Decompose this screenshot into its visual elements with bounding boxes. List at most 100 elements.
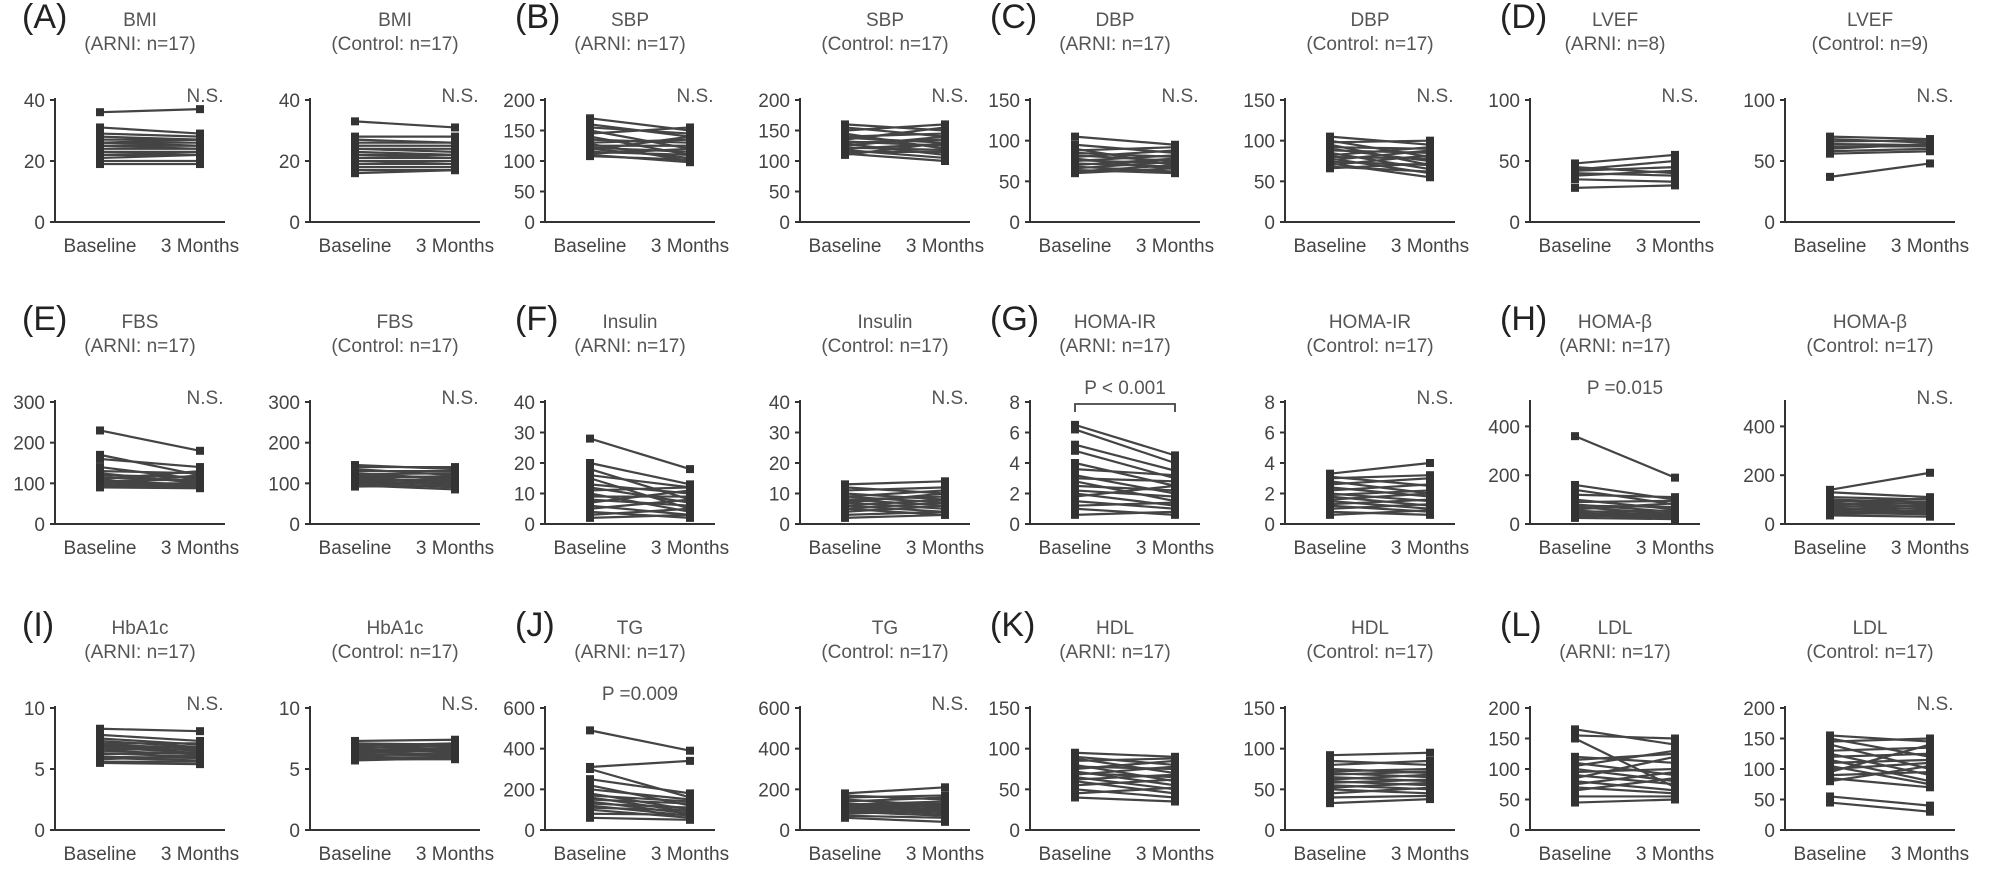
chart-panel-6: DBP (Control: n=17) 0 50 100 150 Baseline 3 Mon… [1243, 10, 1469, 257]
subject-point [1171, 486, 1179, 495]
subject-point [1326, 510, 1334, 519]
subject-point [1671, 780, 1679, 789]
chart-title: HOMA-IR [1074, 312, 1156, 333]
y-tick-label: 200 [268, 434, 300, 455]
subject-point [196, 135, 204, 144]
y-tick-label: 10 [769, 485, 790, 506]
significance-label: N.S. [1917, 694, 1954, 715]
x-tick-label: Baseline [1794, 538, 1867, 559]
chart-title: (ARNI: n=17) [84, 642, 195, 663]
y-tick-label: 200 [503, 91, 535, 112]
chart-title: (ARNI: n=17) [574, 336, 685, 357]
subject-line [844, 513, 946, 519]
chart-panel-10: FBS (Control: n=17) 0 100 200 300 Baseline 3 Mo… [268, 312, 494, 559]
y-tick-label: 100 [503, 152, 535, 173]
subject-point [1926, 508, 1934, 517]
subject-point [196, 727, 204, 736]
subject-point [686, 799, 694, 808]
y-tick-label: 0 [1764, 515, 1775, 536]
subject-point [1171, 471, 1179, 480]
subject-line [1074, 157, 1176, 167]
subject-point [1426, 795, 1434, 804]
chart-title: DBP [1350, 10, 1389, 31]
y-tick-label: 0 [34, 821, 45, 842]
subject-line [354, 752, 456, 757]
subject-line [1829, 502, 1931, 506]
subject-line [844, 141, 946, 156]
subject-line [1329, 483, 1431, 492]
subject-line [1074, 778, 1176, 787]
y-tick-label: 10 [514, 485, 535, 506]
subject-line [1074, 757, 1176, 762]
subject-line [844, 152, 946, 163]
subject-line [589, 489, 691, 504]
subject-point [1426, 146, 1434, 155]
subject-point [1071, 465, 1079, 474]
x-tick-label: 3 Months [906, 844, 984, 865]
subject-line [1074, 773, 1176, 781]
subject-line [354, 478, 456, 486]
subject-line [1829, 162, 1931, 178]
subject-line [354, 738, 456, 743]
subject-point [941, 132, 949, 141]
subject-point [586, 813, 594, 822]
x-tick-label: 3 Months [416, 538, 494, 559]
subject-line [99, 470, 201, 481]
subject-point [1326, 164, 1334, 173]
subject-point [941, 123, 949, 132]
y-tick-label: 300 [268, 393, 300, 414]
subject-line [1574, 513, 1676, 518]
panel-label: (C) [990, 0, 1037, 36]
chart-title: BMI [378, 10, 412, 31]
chart-title: (ARNI: n=17) [1059, 34, 1170, 55]
subject-point [96, 450, 104, 459]
x-tick-label: Baseline [319, 538, 392, 559]
subject-line [1074, 423, 1176, 457]
subject-point [1926, 783, 1934, 792]
y-tick-label: 300 [13, 393, 45, 414]
subject-point [451, 132, 459, 141]
subject-line [1574, 184, 1676, 189]
y-tick-label: 20 [514, 454, 535, 475]
subject-point [1926, 468, 1934, 477]
subject-line [589, 155, 691, 161]
subject-line [589, 759, 691, 769]
x-tick-label: Baseline [1039, 236, 1112, 257]
subject-point [451, 744, 459, 753]
subject-line [844, 132, 946, 138]
y-tick-label: 0 [1264, 515, 1275, 536]
y-tick-label: 30 [769, 424, 790, 445]
chart-panel-12: Insulin (Control: n=17) 0 10 20 30 40 Baseline 3… [769, 312, 984, 559]
x-tick-label: Baseline [1539, 538, 1612, 559]
subject-line [99, 108, 201, 114]
chart-panel-14: HOMA-IR (Control: n=17) 0 2 4 6 8 Baseline 3 Mon… [1264, 312, 1469, 559]
subject-line [1074, 755, 1176, 767]
y-tick-label: 100 [758, 152, 790, 173]
subject-point [1326, 789, 1334, 798]
subject-point [586, 459, 594, 467]
y-tick-label: 200 [503, 780, 535, 801]
subject-line [1574, 172, 1676, 177]
subject-line [1829, 497, 1931, 504]
subject-point [941, 783, 949, 792]
subject-point [1426, 500, 1434, 509]
subject-line [1329, 477, 1431, 486]
chart-title: HOMA-IR [1329, 312, 1411, 333]
chart-title: HbA1c [366, 618, 423, 639]
subject-point [1171, 793, 1179, 802]
subject-line [1574, 159, 1676, 171]
significance-label: N.S. [187, 86, 224, 107]
chart-title: (Control: n=17) [1806, 336, 1933, 357]
subject-point [586, 765, 594, 773]
x-tick-label: Baseline [554, 236, 627, 257]
y-tick-label: 40 [279, 91, 300, 112]
y-tick-label: 2 [1009, 485, 1020, 506]
y-tick-label: 400 [503, 740, 535, 761]
subject-line [589, 802, 691, 809]
subject-line [1574, 153, 1676, 165]
subject-point [1171, 477, 1179, 486]
subject-point [351, 117, 359, 126]
subject-point [1171, 146, 1179, 155]
chart-title: HDL [1351, 618, 1389, 639]
subject-point [196, 150, 204, 159]
